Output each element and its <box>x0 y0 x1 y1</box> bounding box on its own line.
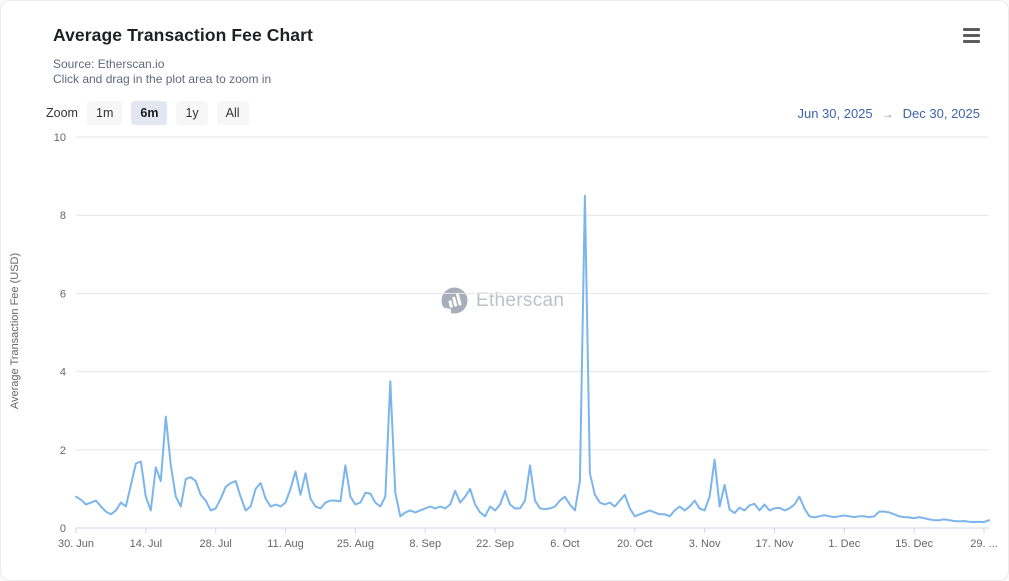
x-axis-label: 29. ... <box>970 538 998 550</box>
hamburger-menu-icon[interactable] <box>960 28 982 46</box>
hamburger-bar <box>962 34 980 37</box>
x-axis-label: 30. Jun <box>58 538 94 550</box>
chart-hint-subtitle: Click and drag in the plot area to zoom … <box>53 72 272 86</box>
chart-source-subtitle: Source: Etherscan.io <box>53 57 165 71</box>
y-axis-title: Average Transaction Fee (USD) <box>9 252 21 410</box>
zoom-button-1y[interactable]: 1y <box>176 101 208 125</box>
page-title: Average Transaction Fee Chart <box>53 25 313 45</box>
zoom-button-group: 1m 6m 1y All <box>87 101 249 125</box>
x-axis-label: 8. Sep <box>409 538 441 550</box>
x-axis-label: 1. Dec <box>828 538 860 550</box>
date-range-display: Jun 30, 2025 → Dec 30, 2025 <box>797 106 980 121</box>
zoom-label: Zoom <box>46 106 78 120</box>
x-axis-label: 3. Nov <box>689 538 721 550</box>
x-axis-label: 6. Oct <box>550 538 579 550</box>
hamburger-bar <box>962 39 980 43</box>
y-axis-label: 0 <box>60 523 66 535</box>
x-axis-label: 11. Aug <box>267 538 304 550</box>
x-axis-label: 15. Dec <box>895 538 933 550</box>
y-axis-label: 10 <box>54 132 66 144</box>
range-arrow-icon: → <box>881 106 894 121</box>
y-axis-label: 6 <box>60 288 66 300</box>
range-end-date[interactable]: Dec 30, 2025 <box>902 106 980 121</box>
x-axis-label: 28. Jul <box>199 538 231 550</box>
zoom-button-1m[interactable]: 1m <box>87 101 123 125</box>
range-start-date[interactable]: Jun 30, 2025 <box>797 106 873 121</box>
y-axis-label: 4 <box>60 367 66 379</box>
x-axis-label: 20. Oct <box>617 538 652 550</box>
zoom-button-all[interactable]: All <box>216 101 249 125</box>
x-axis-label: 17. Nov <box>756 538 794 550</box>
x-axis-label: 22. Sep <box>476 538 514 550</box>
hamburger-bar <box>962 28 980 31</box>
plot-area[interactable] <box>76 137 989 528</box>
y-axis-label: 2 <box>60 445 66 457</box>
y-axis-label: 8 <box>60 210 66 222</box>
zoom-button-6m[interactable]: 6m <box>131 101 168 125</box>
x-axis-label: 14. Jul <box>130 538 162 550</box>
x-axis-label: 25. Aug <box>337 538 374 550</box>
